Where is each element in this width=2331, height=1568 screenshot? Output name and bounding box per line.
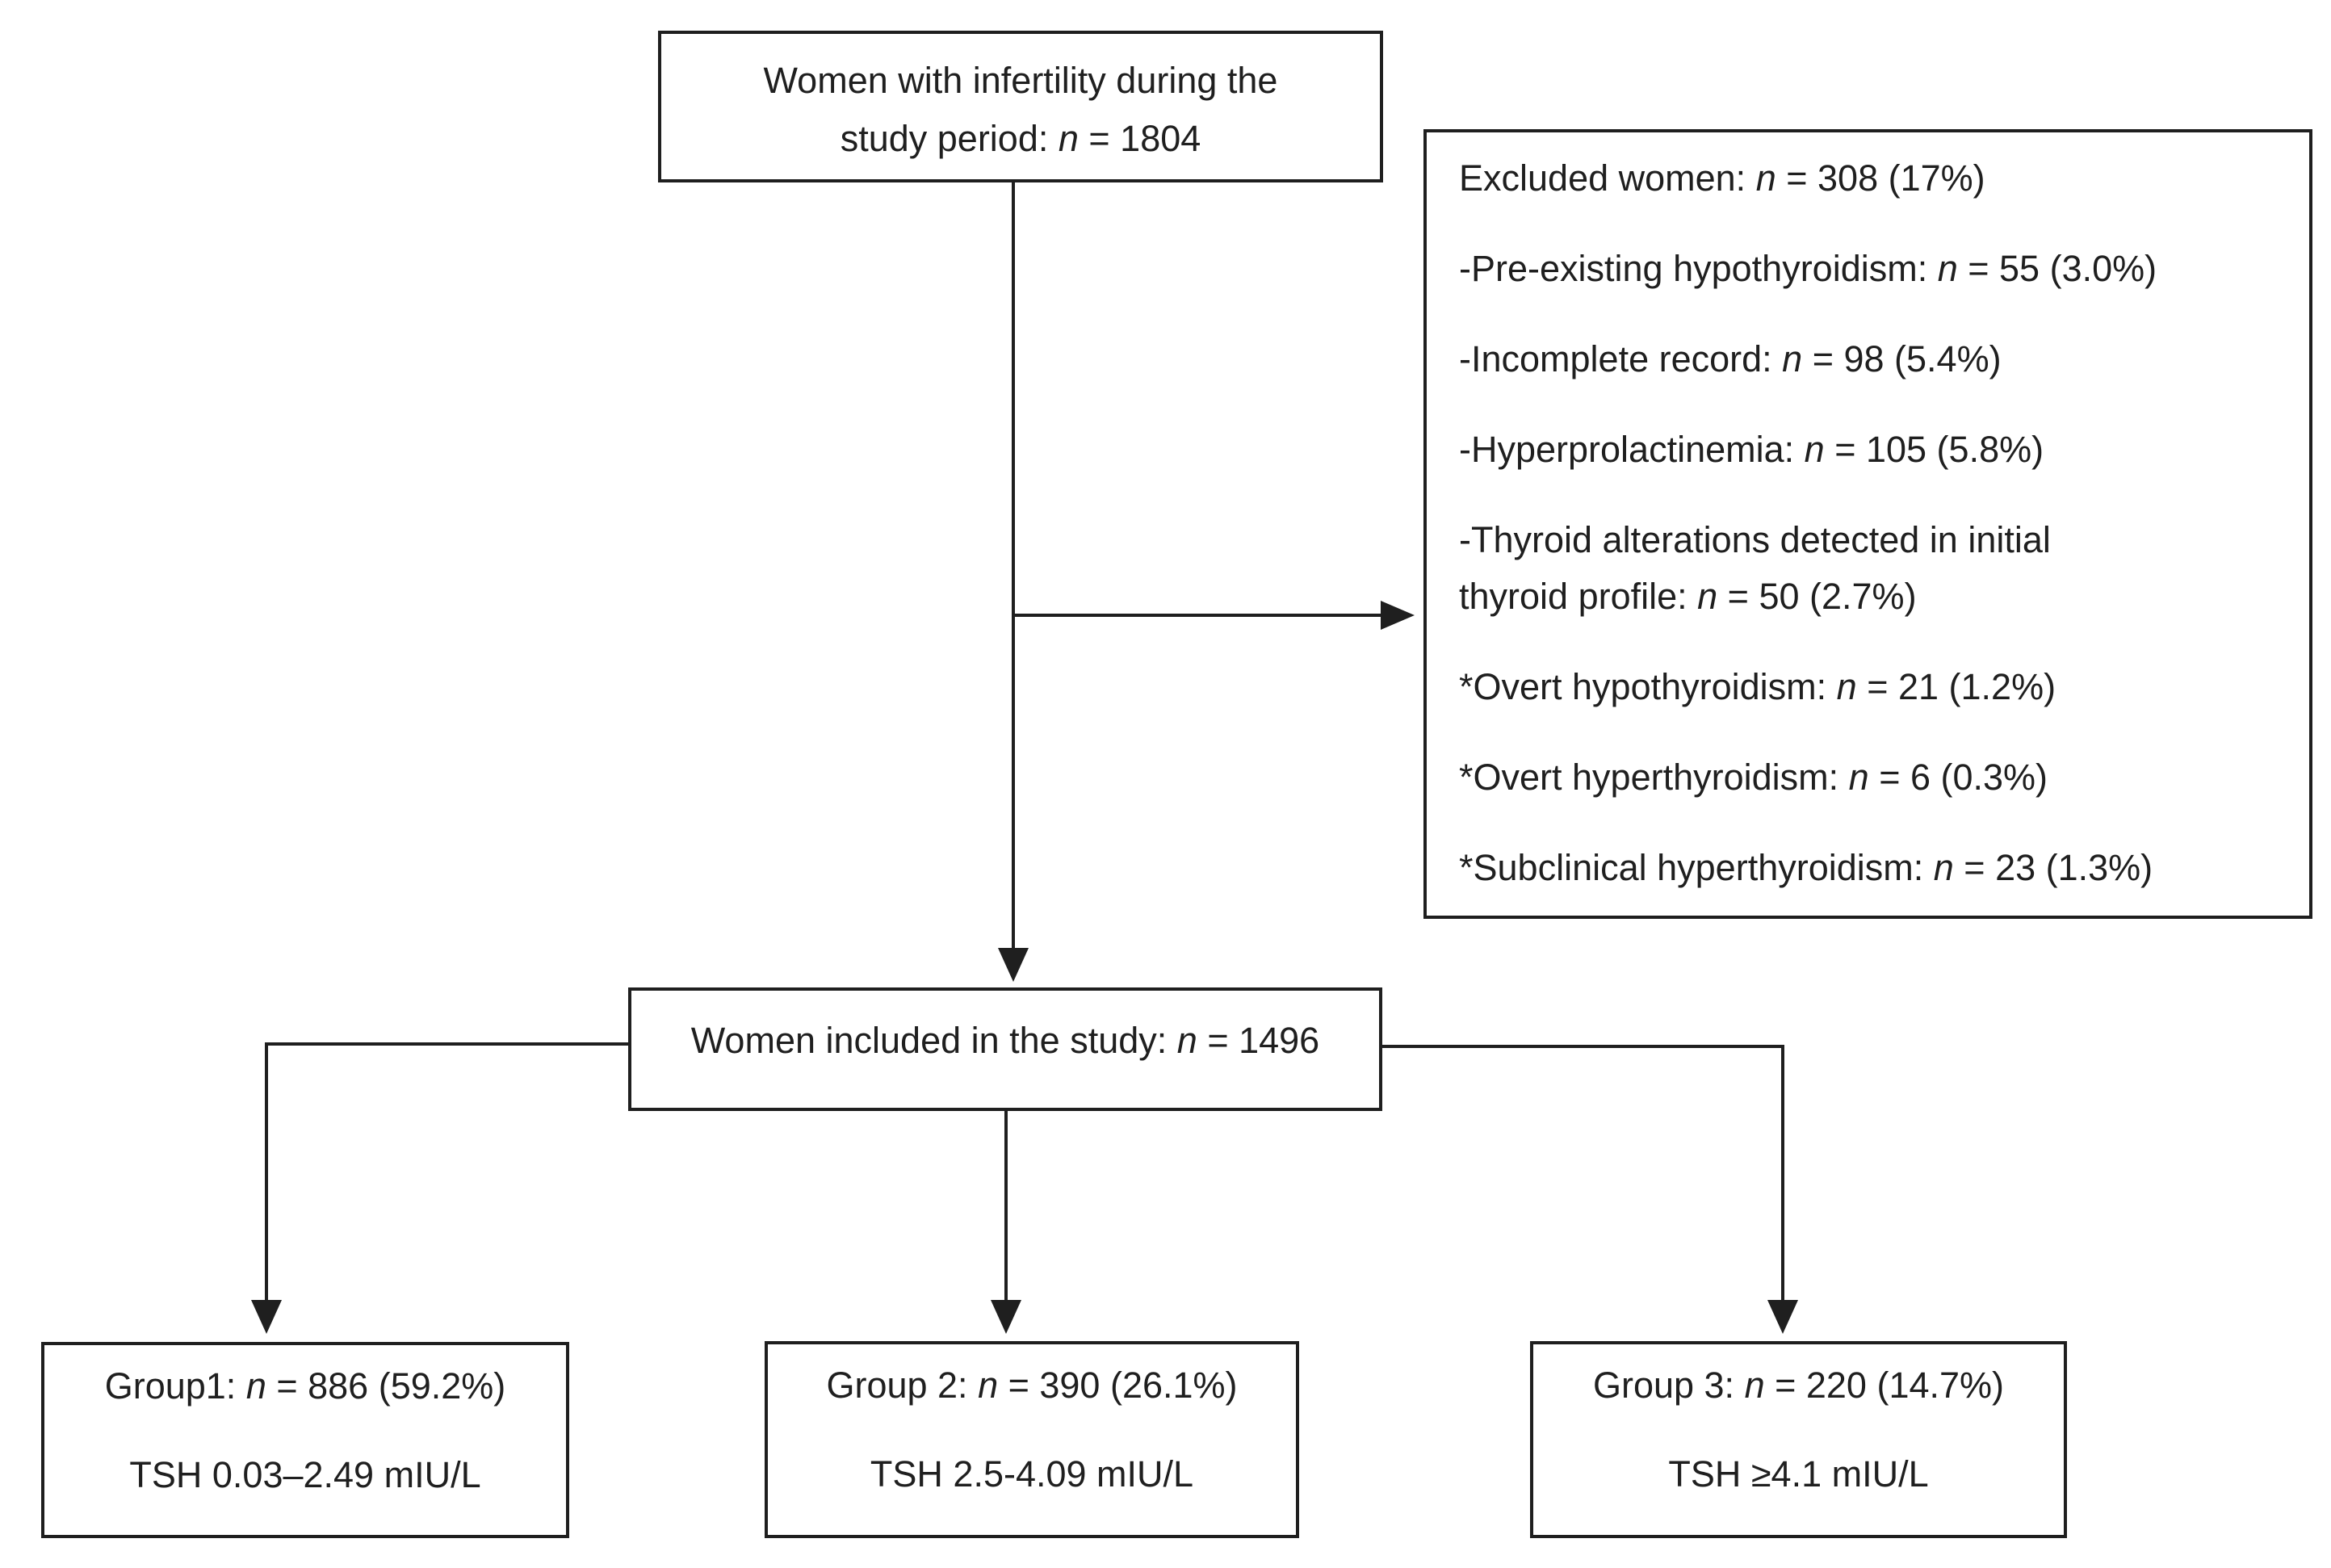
included-box-text: Women included in the study: n = 1496 [690, 1019, 1320, 1061]
arrowhead-to-group1 [251, 1300, 282, 1334]
arrowhead-to-group3 [1767, 1300, 1798, 1334]
group2-line1: Group 2: n = 390 (26.1%) [826, 1365, 1238, 1406]
excluded-item: -Thyroid alterations detected in initial… [1459, 519, 2051, 617]
group1-line1: Group1: n = 886 (59.2%) [104, 1365, 506, 1407]
connector-included-to-group3-v [1781, 1045, 1784, 1301]
group3-line2: TSH ≥4.1 mIU/L [1668, 1453, 1929, 1495]
group2-box: Group 2: n = 390 (26.1%) TSH 2.5-4.09 mI… [765, 1341, 1299, 1538]
connector-included-to-group1-h [266, 1042, 628, 1046]
excluded-item: -Pre-existing hypothyroidism: n = 55 (3.… [1459, 248, 2157, 289]
top-box-line2: study period: n = 1804 [840, 118, 1201, 159]
excluded-item: -Hyperprolactinemia: n = 105 (5.8%) [1459, 429, 2044, 470]
group3-box: Group 3: n = 220 (14.7%) TSH ≥4.1 mIU/L [1530, 1341, 2067, 1538]
group3-line1: Group 3: n = 220 (14.7%) [1592, 1365, 2005, 1406]
connector-to-excluded [1015, 614, 1382, 617]
connector-included-to-group1-v [265, 1042, 268, 1301]
excluded-item: -Incomplete record: n = 98 (5.4%) [1459, 338, 2002, 379]
group2-line2: TSH 2.5-4.09 mIU/L [870, 1453, 1194, 1495]
arrowhead-to-group2 [991, 1300, 1021, 1334]
group1-box: Group1: n = 886 (59.2%) TSH 0.03–2.49 mI… [41, 1342, 569, 1538]
arrowhead-to-excluded [1381, 601, 1415, 630]
arrowhead-top-to-included [998, 948, 1029, 982]
connector-top-to-included [1012, 181, 1015, 948]
excluded-item: *Overt hyperthyroidism: n = 6 (0.3%) [1459, 757, 2048, 798]
excluded-item: Excluded women: n = 308 (17%) [1459, 157, 1985, 199]
included-box: Women included in the study: n = 1496 [628, 987, 1382, 1111]
connector-included-to-group3-h [1382, 1045, 1784, 1048]
top-box-women-with-infertility: Women with infertility during the study … [658, 31, 1383, 182]
top-box-line1: Women with infertility during the [763, 60, 1278, 101]
group1-line2: TSH 0.03–2.49 mIU/L [129, 1454, 481, 1495]
excluded-item: *Subclinical hyperthyroidism: n = 23 (1.… [1459, 847, 2153, 888]
excluded-box: Excluded women: n = 308 (17%) -Pre-exist… [1423, 129, 2312, 919]
connector-included-to-group2-v [1004, 1111, 1008, 1301]
excluded-item: *Overt hypothyroidism: n = 21 (1.2%) [1459, 666, 2056, 707]
